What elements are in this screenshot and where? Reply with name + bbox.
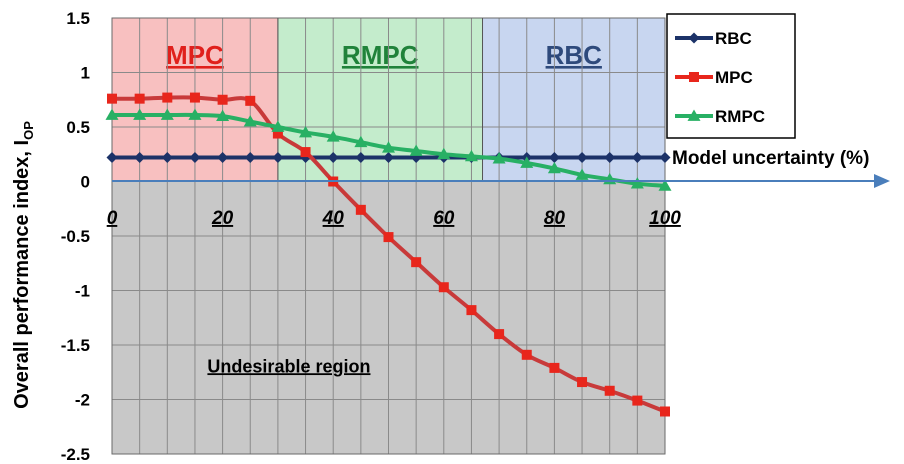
data-point-rbc — [576, 152, 588, 164]
data-point-mpc — [189, 92, 200, 103]
x-tick-label: 100 — [649, 208, 681, 229]
y-tick-label: -1.5 — [61, 336, 90, 355]
y-tick-label: -2.5 — [61, 445, 90, 464]
data-point-rmpc — [464, 149, 478, 162]
x-tick-label: 60 — [433, 208, 455, 229]
x-tick-label: 80 — [544, 208, 566, 229]
legend-marker-rmpc — [687, 109, 701, 121]
y-tick-label: 0.5 — [66, 118, 90, 137]
x-tick-label: 40 — [322, 208, 345, 229]
legend-marker-mpc — [689, 72, 699, 82]
data-point-mpc — [521, 349, 532, 360]
data-point-rbc — [217, 152, 229, 164]
data-point-rmpc — [630, 177, 644, 189]
data-point-rbc — [355, 152, 367, 164]
region-label-rbc: RBC — [546, 40, 603, 70]
data-point-rmpc — [547, 161, 561, 174]
y-axis-label-main: Overall performance index, I — [11, 140, 33, 409]
data-point-mpc — [272, 128, 283, 139]
data-point-mpc — [549, 362, 560, 373]
data-point-mpc — [411, 257, 422, 268]
legend-label-rmpc: RMPC — [715, 107, 765, 126]
x-axis-label: Model uncertainty (%) — [672, 148, 869, 169]
data-point-mpc — [217, 94, 228, 105]
data-point-mpc — [134, 93, 145, 104]
region-label-rmpc: RMPC — [342, 40, 419, 70]
data-point-rbc — [161, 152, 173, 164]
y-tick-label: -0.5 — [61, 227, 90, 246]
data-point-mpc — [245, 95, 256, 106]
data-point-rmpc — [133, 108, 147, 120]
legend-marker-rbc — [688, 32, 700, 44]
data-point-rbc — [604, 152, 616, 164]
legend: RBC MPC RMPC — [666, 13, 796, 139]
y-axis-label-subscript: OP — [21, 121, 36, 140]
data-point-rmpc — [188, 108, 202, 120]
data-point-rbc — [244, 152, 256, 164]
series-rmpc — [105, 108, 672, 191]
data-point-rmpc — [299, 125, 313, 138]
data-point-rmpc — [271, 120, 285, 132]
data-point-rbc — [134, 152, 146, 164]
y-tick-label: 1.5 — [66, 9, 90, 28]
data-point-mpc — [604, 385, 615, 396]
data-point-mpc — [438, 282, 449, 293]
data-point-rmpc — [575, 168, 589, 180]
legend-item-rbc: RBC — [675, 29, 752, 48]
data-point-mpc — [466, 305, 477, 316]
data-point-rbc — [548, 152, 560, 164]
data-point-mpc — [300, 147, 311, 158]
legend-item-rmpc: RMPC — [675, 107, 765, 126]
plot-border — [111, 17, 666, 455]
data-point-mpc — [577, 377, 588, 388]
data-point-rbc — [189, 152, 201, 164]
data-point-mpc — [494, 329, 505, 340]
data-point-rbc — [106, 152, 118, 164]
data-point-mpc — [660, 406, 670, 417]
data-point-rmpc — [160, 108, 174, 120]
data-point-rbc — [327, 152, 339, 164]
data-point-rmpc — [326, 130, 340, 142]
y-tick-label: 1 — [81, 64, 90, 83]
data-point-mpc — [355, 204, 366, 215]
data-point-rbc — [383, 152, 394, 164]
y-tick-label: 0 — [81, 173, 90, 192]
data-point-rmpc — [520, 156, 534, 168]
region-rbc — [482, 18, 665, 182]
data-point-rmpc — [216, 109, 230, 121]
data-point-rbc — [659, 152, 671, 164]
data-point-mpc — [107, 93, 117, 104]
data-point-mpc — [383, 232, 394, 243]
data-point-rmpc — [409, 144, 423, 156]
legend-label-mpc: MPC — [715, 68, 753, 87]
y-axis-ticks: 1.5 1 0.5 0 -0.5 -1 -1.5 -2 -2.5 — [61, 9, 90, 464]
x-axis-ticks: 0 20 40 60 80 100 — [107, 208, 682, 229]
data-point-mpc — [162, 92, 173, 103]
data-point-rbc — [272, 152, 284, 164]
y-tick-label: -2 — [75, 391, 90, 410]
data-point-rmpc — [437, 147, 451, 160]
data-point-rmpc — [382, 141, 395, 153]
legend-label-rbc: RBC — [715, 29, 752, 48]
legend-item-mpc: MPC — [675, 68, 753, 87]
x-tick-label: 20 — [211, 208, 234, 229]
data-point-rmpc — [658, 179, 672, 191]
data-point-rmpc — [243, 115, 257, 127]
y-tick-label: -1 — [75, 282, 90, 301]
data-point-rbc — [631, 152, 643, 164]
y-axis-label: Overall performance index, IOP — [11, 121, 36, 409]
x-axis-arrow — [874, 174, 890, 188]
undesirable-region-label: Undesirable region — [207, 356, 370, 376]
data-point-rmpc — [354, 135, 368, 148]
data-point-rmpc — [492, 152, 506, 164]
data-point-rmpc — [105, 108, 119, 120]
data-point-mpc — [632, 395, 643, 406]
x-tick-label: 0 — [107, 208, 118, 229]
series-lines — [105, 92, 672, 417]
